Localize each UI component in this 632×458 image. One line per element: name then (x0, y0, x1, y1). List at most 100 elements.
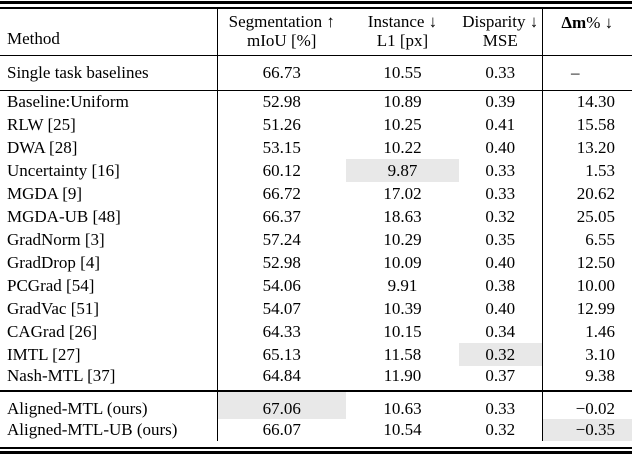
table-row: Nash-MTL [37] 64.84 11.90 0.37 9.38 (0, 366, 632, 391)
section-single-task: Single task baselines 66.73 10.55 0.33 – (0, 55, 632, 90)
value-cell: 0.33 (485, 399, 516, 418)
method-cell: Aligned-MTL-UB (ours) (0, 419, 218, 441)
table-row: Single task baselines 66.73 10.55 0.33 – (0, 55, 632, 90)
method-cell: GradVac [51] (0, 297, 218, 320)
value-cell: 0.35 (485, 229, 516, 249)
value-cell: 1.46 (541, 320, 632, 343)
method-header-label: Method (7, 28, 60, 48)
value-cell: 10.00 (541, 274, 632, 297)
value-cell: 54.07 (262, 298, 301, 318)
method-cell: Nash-MTL [37] (0, 366, 218, 391)
value-cell: 1.53 (541, 159, 632, 182)
value-cell: 18.63 (383, 206, 422, 226)
value-cell: 10.25 (383, 114, 422, 134)
top-rule-thin (0, 7, 632, 9)
value-cell: 0.40 (485, 137, 516, 157)
value-cell: 0.38 (485, 275, 516, 295)
method-cell: DWA [28] (0, 136, 218, 159)
table-row: CAGrad [26] 64.33 10.15 0.34 1.46 (0, 320, 632, 343)
delta-m-bold-label: Δm (561, 13, 587, 32)
section-ours: Aligned-MTL (ours) 67.06 10.63 0.33 −0.02 Ali… (0, 391, 632, 441)
table-row: Aligned-MTL (ours) 67.06 10.63 0.33 −0.02 (0, 391, 632, 419)
table-row: Uncertainty [16] 60.12 9.87 0.33 1.53 (0, 159, 632, 182)
value-cell: 13.20 (541, 136, 632, 159)
table-row: Aligned-MTL-UB (ours) 66.07 10.54 0.32 −0.35 (0, 419, 632, 441)
section-mtl-methods: Baseline:Uniform 52.98 10.89 0.39 14.30 RLW [… (0, 90, 632, 391)
value-cell: 9.87 (346, 159, 459, 182)
segmentation-header-line2: mIoU [%] (247, 31, 317, 51)
method-cell: Uncertainty [16] (0, 159, 218, 182)
value-cell: 0.32 (459, 343, 542, 366)
value-cell: 9.38 (541, 366, 632, 391)
results-table: Method Segmentation ↑ mIoU [%] Instance … (0, 8, 632, 441)
value-cell: 60.12 (262, 160, 301, 180)
value-cell: 20.62 (541, 182, 632, 205)
method-cell: Baseline:Uniform (0, 90, 218, 113)
value-cell: 65.13 (262, 344, 301, 364)
value-cell: 57.24 (262, 229, 301, 249)
value-cell: 0.39 (485, 91, 516, 111)
value-cell: 15.58 (541, 113, 632, 136)
value-cell: 10.22 (383, 137, 422, 157)
value-cell: – (541, 55, 632, 90)
table-row: MGDA-UB [48] 66.37 18.63 0.32 25.05 (0, 205, 632, 228)
method-cell: GradDrop [4] (0, 251, 218, 274)
value-cell: 10.55 (383, 62, 422, 82)
table-row: GradNorm [3] 57.24 10.29 0.35 6.55 (0, 228, 632, 251)
table-row: IMTL [27] 65.13 11.58 0.32 3.10 (0, 343, 632, 366)
table-row: MGDA [9] 66.72 17.02 0.33 20.62 (0, 182, 632, 205)
method-cell: Aligned-MTL (ours) (0, 391, 218, 419)
col-header-delta-m: Δm% ↓ (541, 8, 632, 55)
method-cell: CAGrad [26] (0, 320, 218, 343)
value-cell: 17.02 (383, 183, 422, 203)
table-row: RLW [25] 51.26 10.25 0.41 15.58 (0, 113, 632, 136)
value-cell: 6.55 (541, 228, 632, 251)
method-cell: PCGrad [54] (0, 274, 218, 297)
delta-m-suffix: % ↓ (586, 13, 614, 32)
value-cell: 64.33 (262, 321, 301, 341)
segmentation-header-line1: Segmentation ↑ (228, 12, 335, 32)
value-cell: 64.84 (262, 366, 301, 385)
value-cell: 11.90 (383, 366, 422, 385)
method-cell: MGDA [9] (0, 182, 218, 205)
value-cell: 0.32 (485, 206, 516, 226)
value-cell: 51.26 (262, 114, 301, 134)
instance-header-line2: L1 [px] (376, 31, 429, 51)
value-cell: 9.91 (387, 275, 418, 295)
value-cell: 54.06 (262, 275, 301, 295)
value-cell: 12.50 (541, 251, 632, 274)
value-cell: 52.98 (262, 252, 301, 272)
value-cell: 0.33 (485, 62, 516, 82)
method-cell: MGDA-UB [48] (0, 205, 218, 228)
value-cell: 10.15 (383, 321, 422, 341)
value-cell: 0.34 (485, 321, 516, 341)
value-cell: 0.33 (485, 160, 516, 180)
bottom-rule-thick (0, 451, 632, 454)
col-header-instance: Instance ↓ L1 [px] (346, 8, 459, 55)
table-header: Method Segmentation ↑ mIoU [%] Instance … (0, 8, 632, 55)
value-cell: 0.40 (485, 298, 516, 318)
value-cell: 10.29 (383, 229, 422, 249)
col-header-segmentation: Segmentation ↑ mIoU [%] (217, 8, 346, 55)
table-row: PCGrad [54] 54.06 9.91 0.38 10.00 (0, 274, 632, 297)
table-row: DWA [28] 53.15 10.22 0.40 13.20 (0, 136, 632, 159)
value-cell: 66.72 (262, 183, 301, 203)
value-cell: 14.30 (541, 90, 632, 113)
value-cell: −0.02 (541, 391, 632, 419)
value-cell: 66.37 (262, 206, 301, 226)
value-cell: 10.89 (383, 91, 422, 111)
value-cell: 0.40 (485, 252, 516, 272)
value-cell: 66.73 (262, 62, 301, 82)
value-cell: 25.05 (541, 205, 632, 228)
value-cell: 10.39 (383, 298, 422, 318)
top-rule-thick (0, 1, 632, 4)
value-cell: 66.07 (262, 420, 301, 439)
value-cell: 0.33 (485, 183, 516, 203)
value-cell: 53.15 (262, 137, 301, 157)
table-header-row: Method Segmentation ↑ mIoU [%] Instance … (0, 8, 632, 55)
value-cell: 0.41 (485, 114, 516, 134)
method-cell: IMTL [27] (0, 343, 218, 366)
disparity-header-line2: MSE (482, 31, 518, 51)
value-cell: −0.35 (541, 419, 632, 441)
